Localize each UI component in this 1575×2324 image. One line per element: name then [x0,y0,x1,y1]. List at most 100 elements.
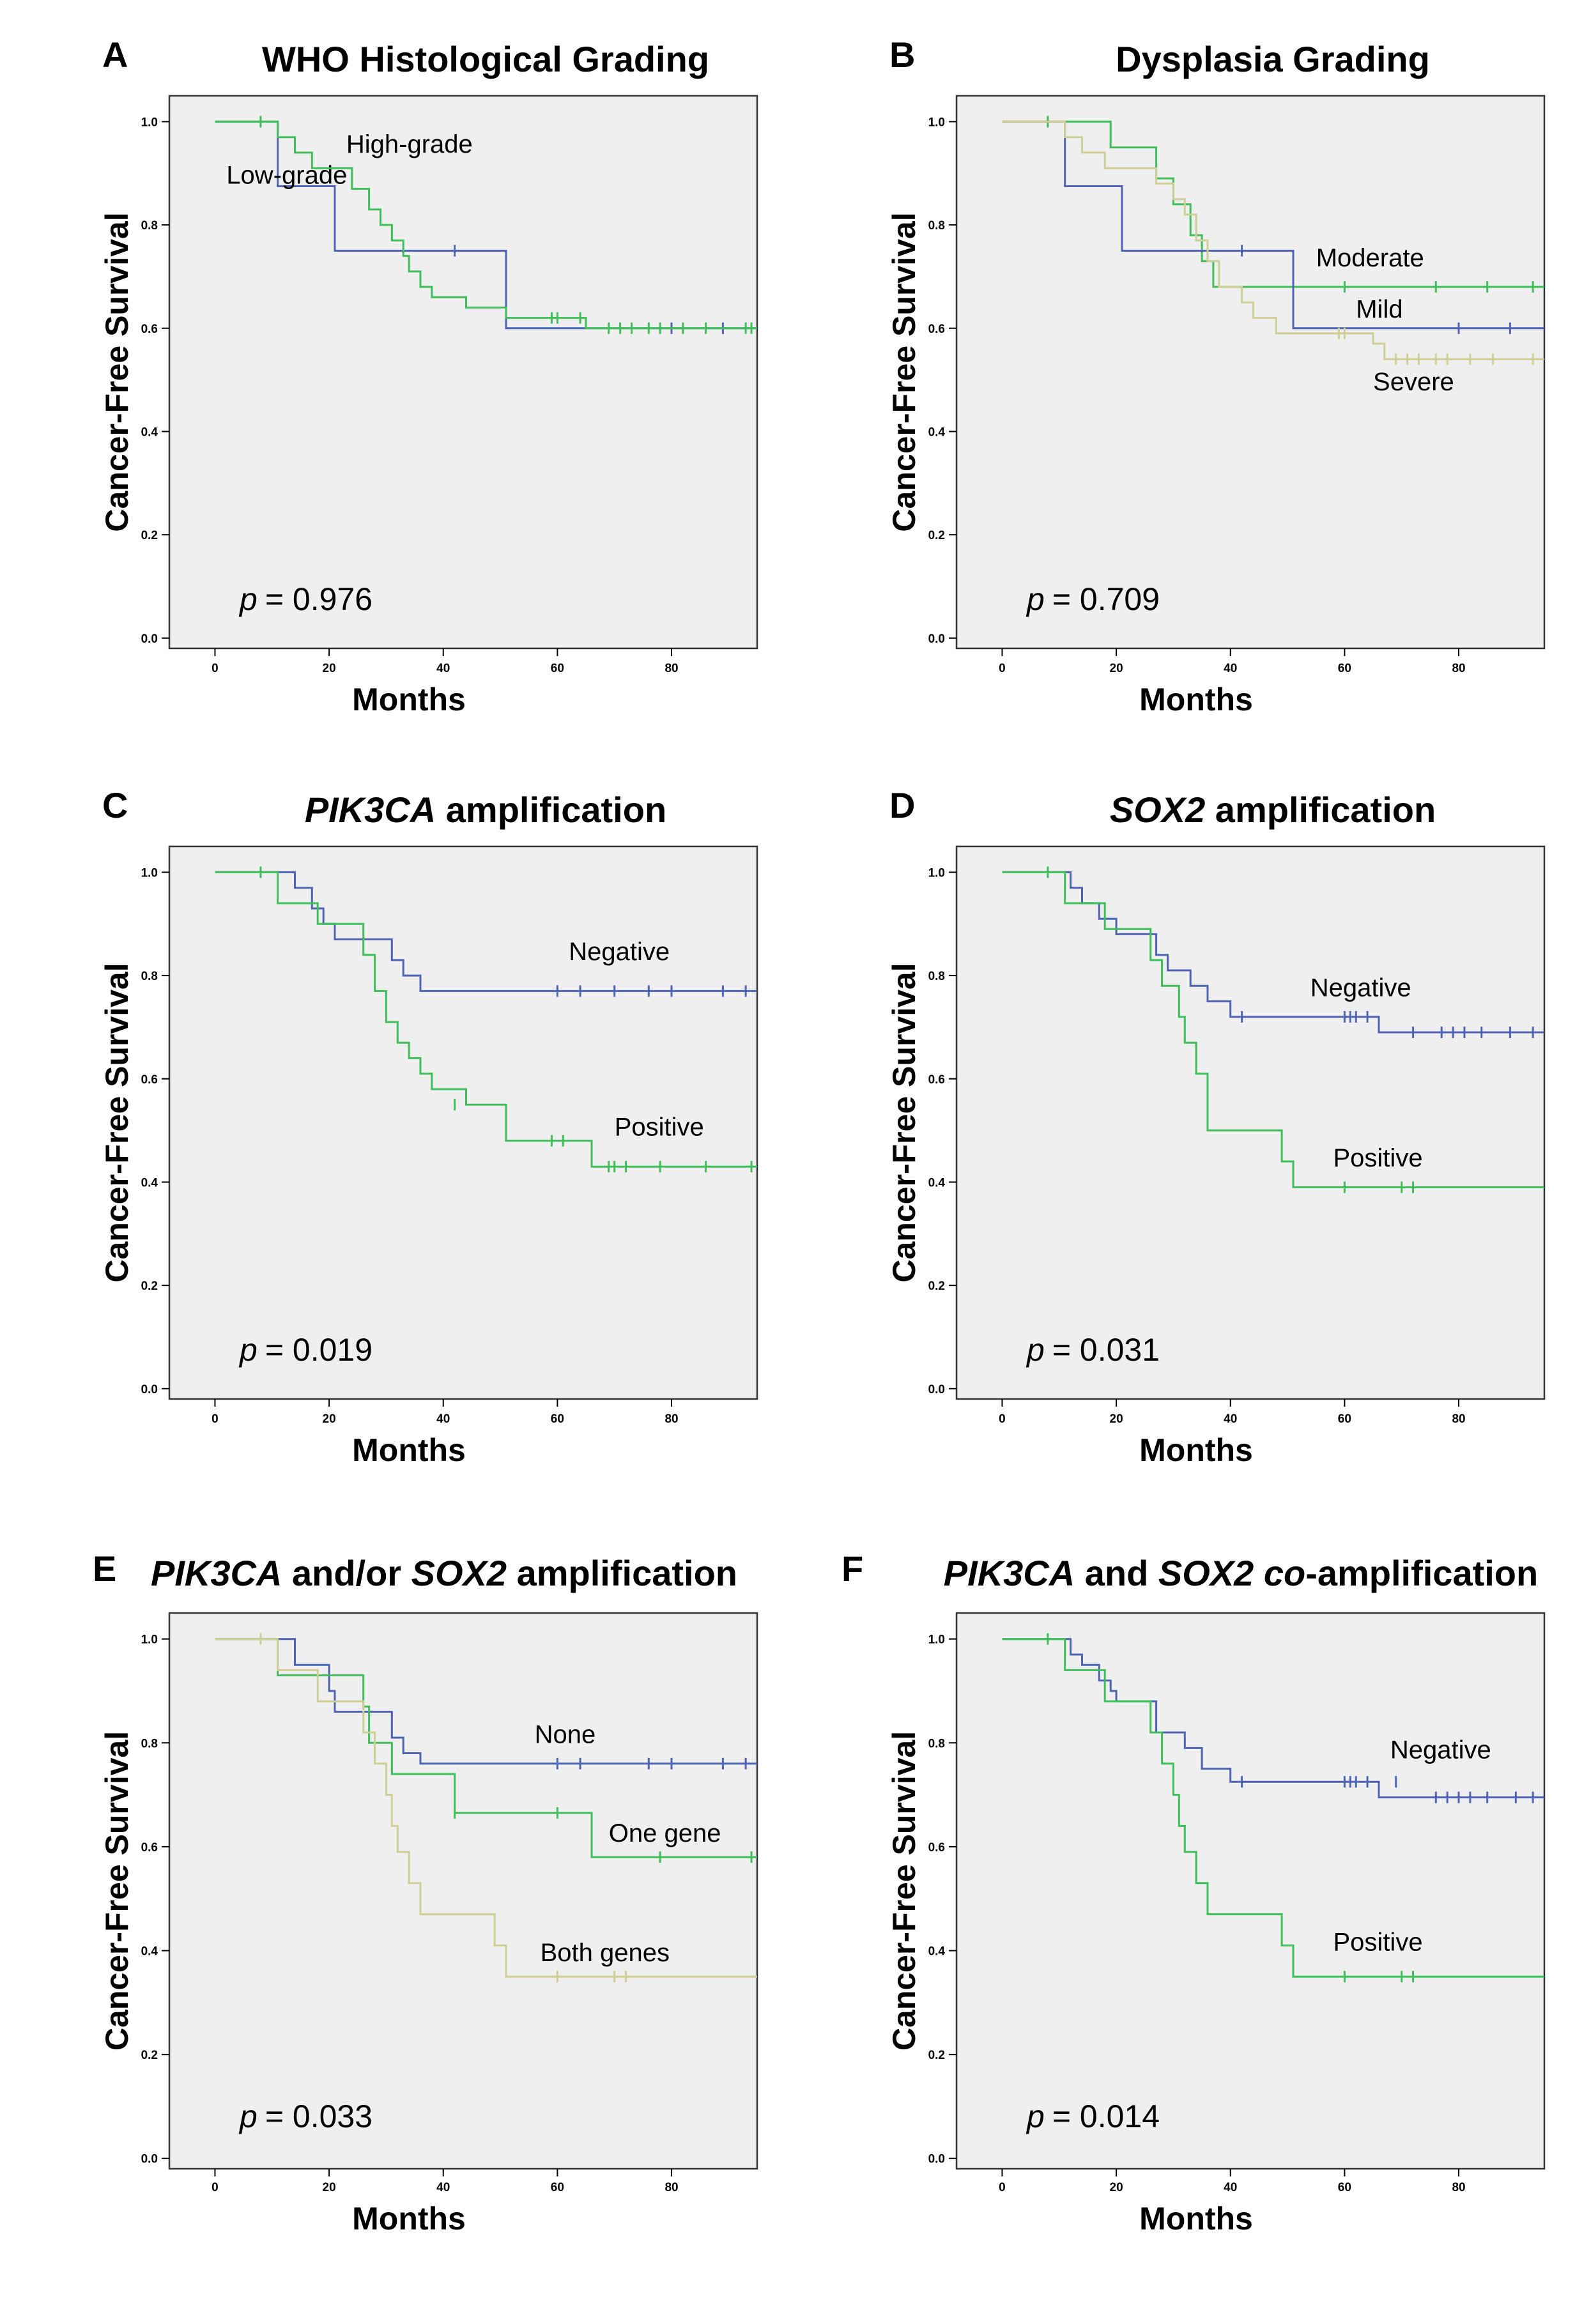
x-axis-label: Months [352,1432,466,1468]
y-tick-label: 0.6 [928,1073,945,1087]
x-tick-label: 80 [665,662,678,675]
panel-letter: C [102,785,128,825]
chart-title-part: WHO Histological Grading [262,39,709,79]
panel-letter: A [102,34,128,75]
x-tick-label: 80 [1452,1412,1465,1426]
survival-curve-both-genes [215,1638,757,1978]
chart-title: SOX2 amplification [1110,790,1436,830]
y-tick-label: 0.8 [928,1737,945,1750]
y-tick-label: 0.8 [141,219,158,233]
x-tick-label: 80 [665,1412,678,1426]
y-tick-label: 0.2 [141,529,158,542]
y-tick-label: 1.0 [928,1633,945,1647]
chart-title-part: SOX2 [411,1553,507,1593]
y-tick-label: 0.0 [928,1383,945,1396]
y-axis-label: Cancer-Free Survival [886,963,922,1282]
y-tick-label: 0.2 [141,1280,158,1293]
p-value-text: = 0.976 [265,581,373,617]
series-label-high-grade: High-grade [346,130,473,158]
p-value-text: = 0.033 [265,2098,373,2134]
panel-letter: E [93,1548,116,1589]
y-tick-label: 1.0 [141,866,158,880]
chart-title-part: PIK3CA [151,1553,282,1593]
p-symbol: p [1026,1332,1045,1368]
y-tick-label: 1.0 [141,116,158,129]
survival-curve-positive [1002,871,1544,1189]
p-symbol: p [238,1332,257,1368]
y-tick-label: 0.6 [141,323,158,336]
p-value-text: = 0.019 [265,1332,373,1368]
p-symbol: p [1026,581,1045,617]
x-tick-label: 0 [211,2181,219,2194]
y-tick-label: 0.0 [141,632,158,646]
chart-title-part: PIK3CA [944,1553,1075,1593]
y-tick-label: 0.0 [928,632,945,646]
x-tick-label: 80 [665,2181,678,2194]
y-tick-label: 0.4 [141,425,158,439]
series-label-negative: Negative [1390,1736,1491,1764]
x-tick-label: 40 [1224,2181,1237,2194]
p-value: p = 0.709 [1026,581,1160,617]
series-label-mild: Mild [1356,296,1402,324]
panel-c: C PIK3CA amplification 0.0 0.2 0.4 0.6 0.8 1.0 0… [0,751,787,1504]
survival-plot-f: F PIK3CA and SOX2 co-amplification 0.0 0.2 0… [841,1548,1546,2236]
p-symbol: p [238,2098,257,2134]
x-tick-label: 20 [1110,2181,1123,2194]
chart-title-part: co [1254,1553,1305,1593]
survival-curve-positive [1002,1638,1544,1978]
panel-a: A WHO Histological Grading 0.0 0.2 0.4 0.6 0.8… [0,0,787,754]
x-tick-label: 60 [1338,1412,1351,1426]
x-tick-label: 80 [1452,2181,1465,2194]
chart-title-part: amplification [507,1553,737,1593]
y-axis-label: Cancer-Free Survival [886,1731,922,2051]
x-tick-label: 20 [1110,1412,1123,1426]
y-tick-label: 1.0 [928,116,945,129]
series-label-none: None [535,1720,596,1748]
panel-b: B Dysplasia Grading 0.0 0.2 0.4 0.6 0.8 1.0 0 20 4… [787,0,1574,754]
chart-title-part: -amplification [1305,1553,1538,1593]
p-symbol: p [238,581,257,617]
panel-d: D SOX2 amplification 0.0 0.2 0.4 0.6 0.8 1.0 0 20… [787,751,1574,1504]
survival-plot-d: D SOX2 amplification 0.0 0.2 0.4 0.6 0.8 1.0 0 20… [886,785,1546,1468]
plot-area [168,845,758,1400]
chart-title-part: and/or [282,1553,411,1593]
chart-title-part: and [1075,1553,1158,1593]
y-axis-label: Cancer-Free Survival [99,1731,135,2051]
series-label-negative: Negative [569,938,670,966]
x-tick-label: 60 [1338,2181,1351,2194]
series-label-negative: Negative [1310,974,1411,1002]
y-tick-label: 0.6 [928,323,945,336]
chart-title-part: SOX2 [1158,1553,1254,1593]
x-axis-label: Months [352,682,466,717]
x-tick-label: 60 [551,2181,564,2194]
y-tick-label: 0.4 [928,1945,946,1959]
y-tick-label: 0.0 [141,1383,158,1396]
x-tick-label: 20 [323,662,336,675]
x-tick-label: 0 [999,662,1006,675]
series-label-positive: Positive [1333,1144,1423,1172]
survival-plot-e: E PIK3CA and/or SOX2 amplification 0.0 0.2 0… [93,1548,758,2236]
y-tick-label: 0.8 [141,970,158,983]
x-tick-label: 40 [436,2181,450,2194]
series-label-positive: Positive [615,1113,704,1142]
chart-title: Dysplasia Grading [1116,39,1430,79]
panel-letter: D [889,785,915,825]
p-value: p = 0.019 [238,1332,373,1368]
x-tick-label: 60 [551,1412,564,1426]
survival-curve-one-gene [215,1638,757,1858]
plot-area [955,1612,1546,2170]
survival-curve-severe [1002,120,1544,360]
series-label-severe: Severe [1373,368,1454,396]
x-tick-label: 60 [551,662,564,675]
p-value: p = 0.976 [238,581,373,617]
p-value-text: = 0.031 [1052,1332,1160,1368]
x-tick-label: 20 [323,2181,336,2194]
x-tick-label: 40 [436,1412,450,1426]
x-axis-label: Months [1139,2201,1253,2236]
x-tick-label: 0 [999,1412,1006,1426]
y-tick-label: 0.2 [928,529,945,542]
chart-title-part: amplification [436,790,666,830]
panel-e: E PIK3CA and/or SOX2 amplification 0.0 0.2 0… [0,1543,787,2297]
y-axis-label: Cancer-Free Survival [99,212,135,531]
survival-plot-b: B Dysplasia Grading 0.0 0.2 0.4 0.6 0.8 1.0 0 20 4… [886,34,1546,717]
